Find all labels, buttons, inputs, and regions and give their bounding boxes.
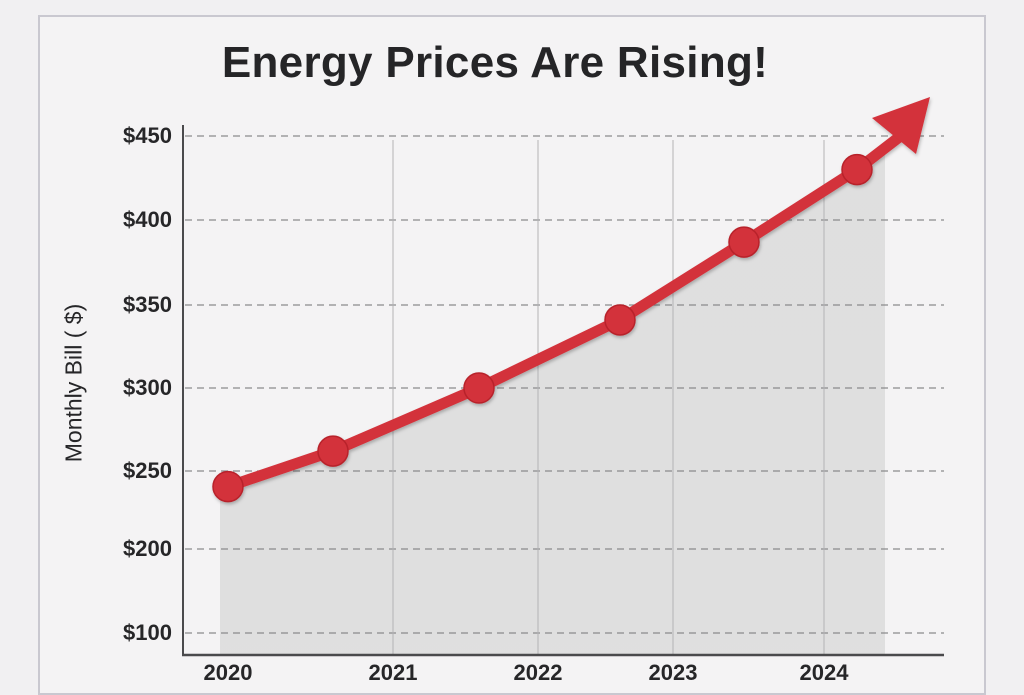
y-tick-label: $200 <box>123 536 172 561</box>
y-tick-label: $450 <box>123 123 172 148</box>
chart-title: Energy Prices Are Rising! <box>221 38 769 87</box>
y-tick-label: $350 <box>123 292 172 317</box>
y-tick-label: $300 <box>123 375 172 400</box>
axes <box>182 125 944 657</box>
price-line <box>212 97 930 503</box>
area-fill <box>220 150 885 655</box>
plot-area <box>182 97 944 657</box>
gridlines <box>185 135 944 655</box>
y-tick-label: $250 <box>123 458 172 483</box>
y-tick-label: $100 <box>123 620 172 645</box>
y-tick-label: $400 <box>123 207 172 232</box>
